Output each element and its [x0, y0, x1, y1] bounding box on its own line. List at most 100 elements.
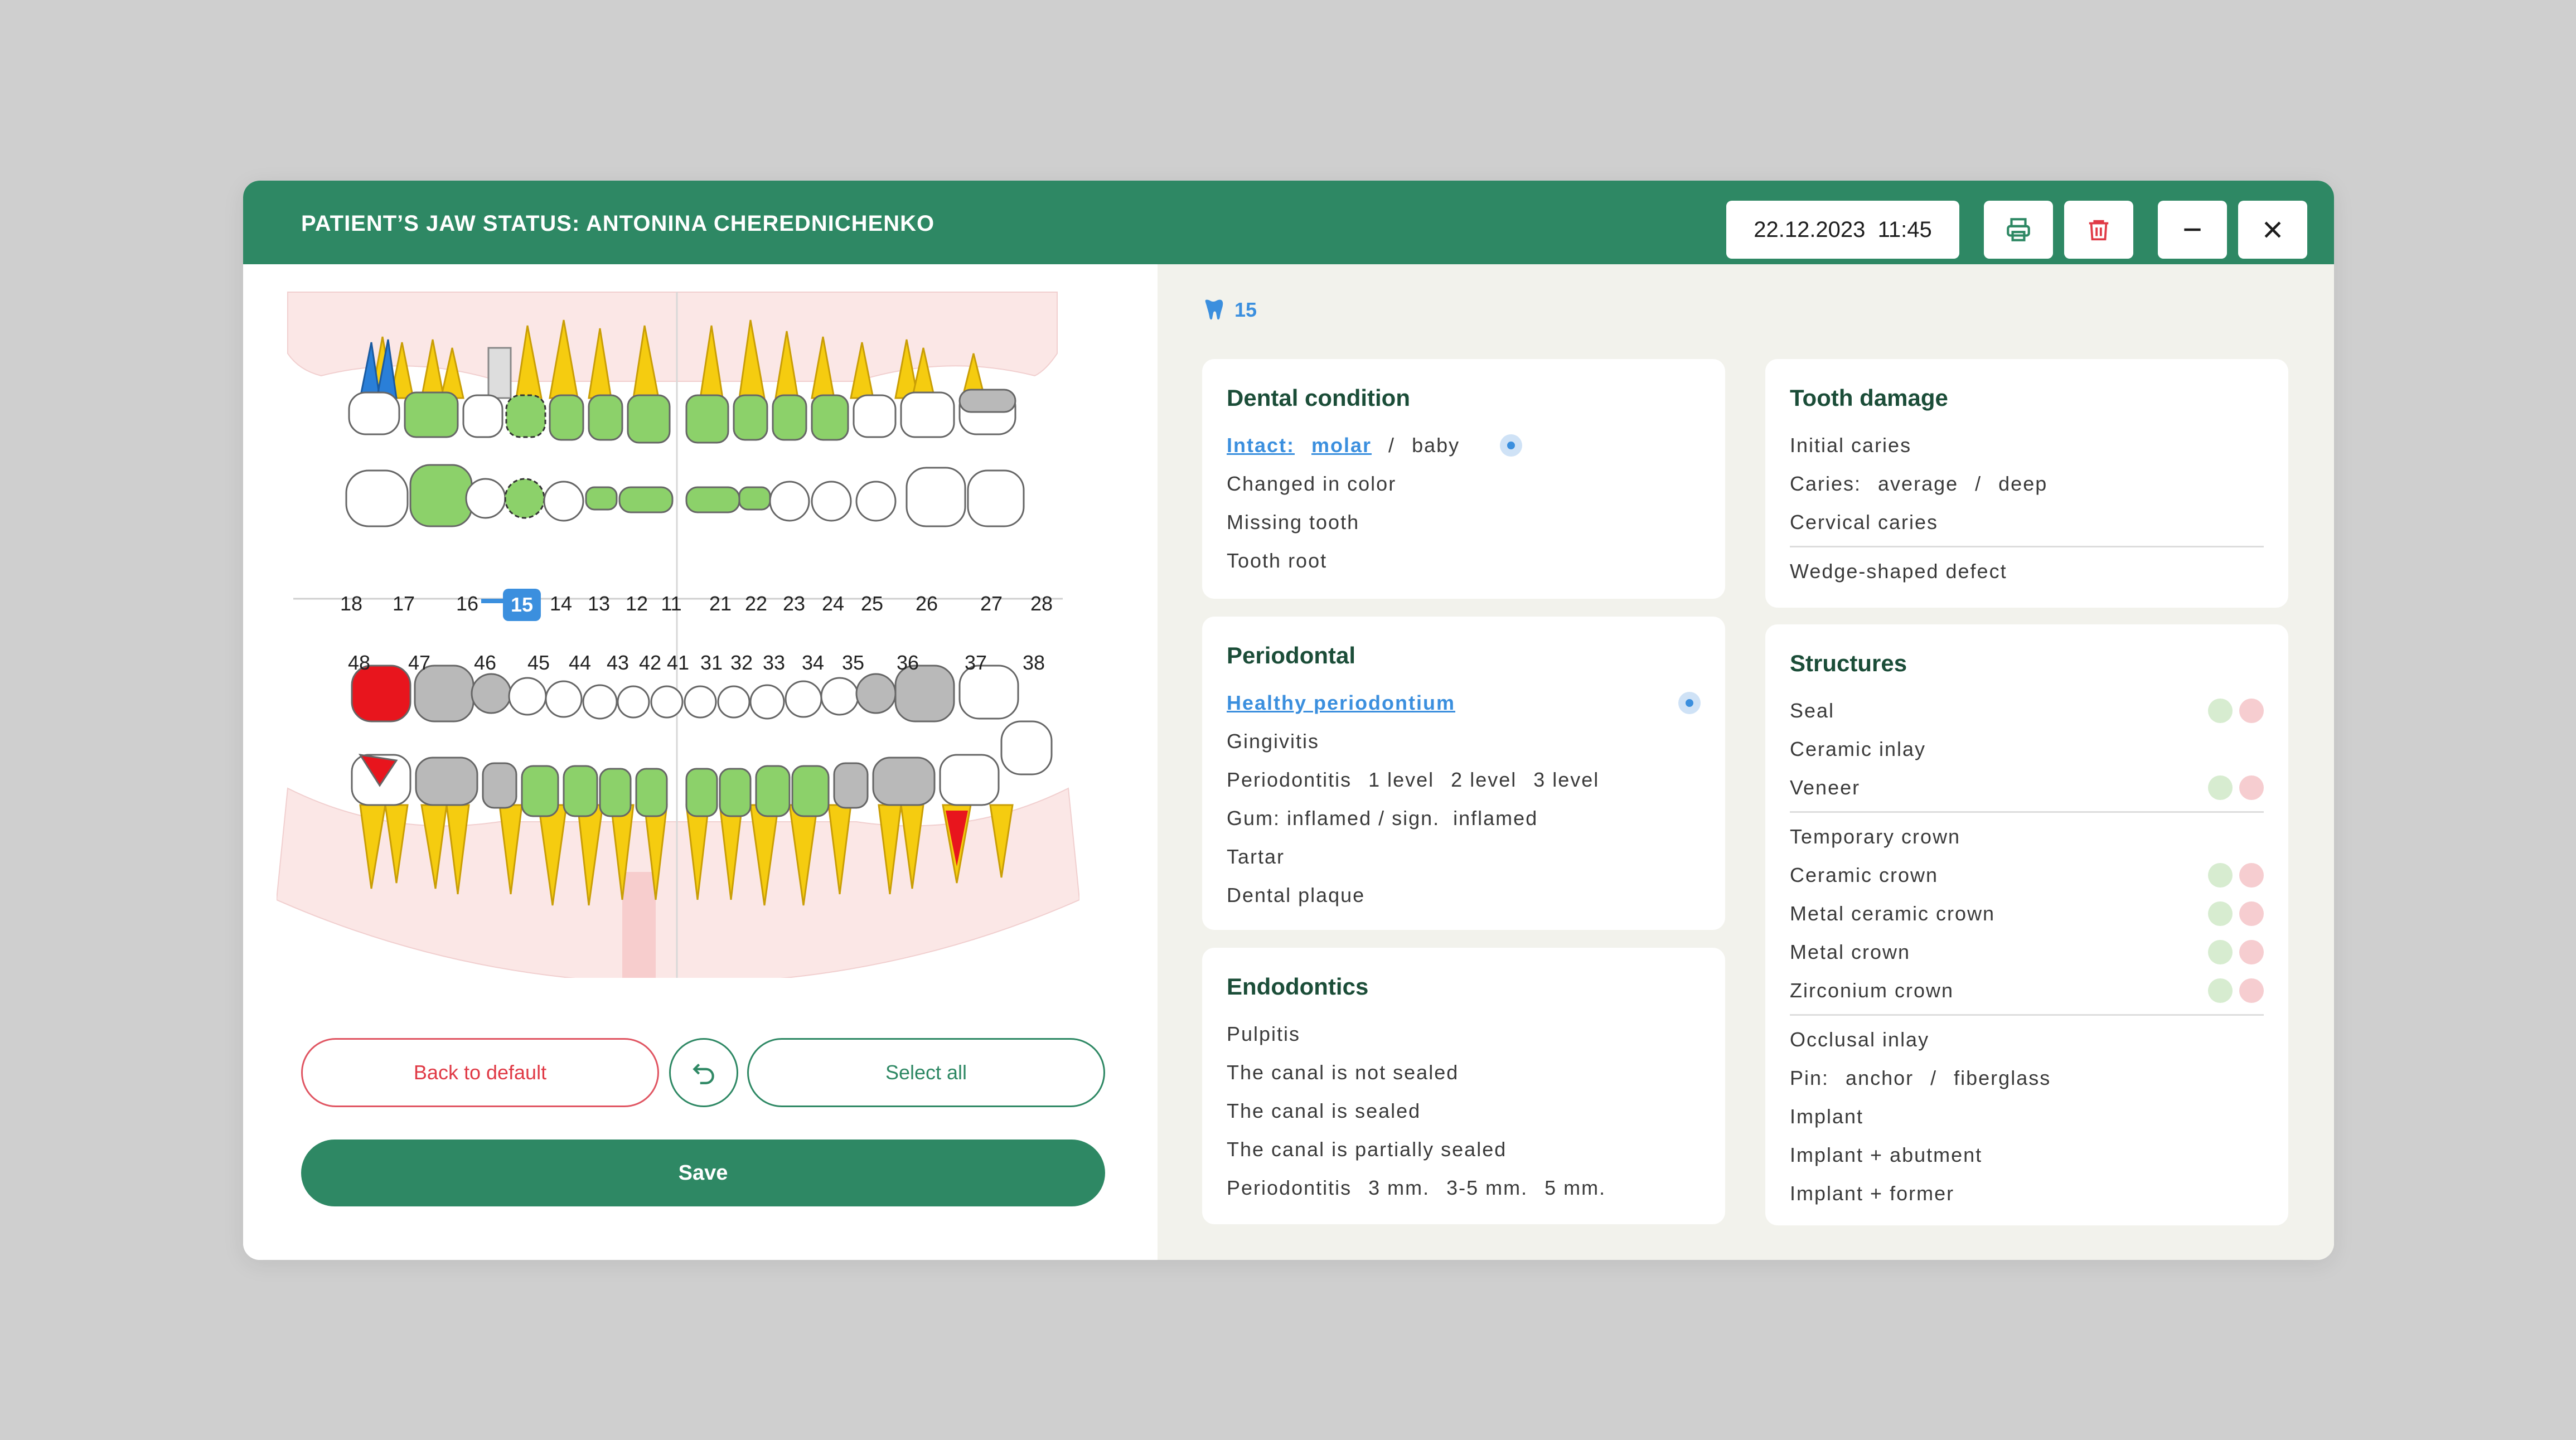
- tooth-number-32[interactable]: 32: [730, 651, 753, 674]
- zirconium-ok-dot[interactable]: [2208, 978, 2233, 1003]
- tooth-number-21[interactable]: 21: [709, 592, 732, 615]
- healthy-radio[interactable]: [1678, 691, 1701, 714]
- wedge-defect-option[interactable]: Wedge-shaped defect: [1790, 559, 2007, 583]
- implant-former-option[interactable]: Implant + former: [1790, 1181, 1955, 1205]
- tooth-number-43[interactable]: 43: [606, 651, 630, 674]
- tooth-number-22[interactable]: 22: [744, 592, 768, 615]
- molar-option[interactable]: molar: [1311, 433, 1372, 457]
- tooth-number-41[interactable]: 41: [666, 651, 690, 674]
- baby-option[interactable]: baby: [1412, 433, 1460, 457]
- level-3-option[interactable]: 3 level: [1533, 768, 1600, 791]
- dental-plaque-option[interactable]: Dental plaque: [1227, 883, 1366, 906]
- metal-ceramic-bad-dot[interactable]: [2239, 901, 2264, 926]
- tooth-number-26[interactable]: 26: [915, 592, 938, 615]
- caries-deep-option[interactable]: deep: [1998, 472, 2048, 495]
- veneer-bad-dot[interactable]: [2239, 775, 2264, 800]
- tooth-number-14[interactable]: 14: [549, 592, 573, 615]
- datetime-field[interactable]: 22.12.2023 11:45: [1726, 201, 1959, 259]
- ceramic-inlay-option[interactable]: Ceramic inlay: [1790, 737, 1926, 760]
- caries-average-option[interactable]: average: [1878, 472, 1959, 495]
- tooth-number-11[interactable]: 11: [661, 592, 682, 615]
- tooth-number-44[interactable]: 44: [568, 651, 592, 674]
- tooth-number-16[interactable]: 16: [456, 592, 479, 615]
- print-button[interactable]: [1984, 201, 2053, 259]
- seal-bad-dot[interactable]: [2239, 698, 2264, 723]
- metal-crown-ok-dot[interactable]: [2208, 939, 2233, 964]
- tooth-number-24[interactable]: 24: [821, 592, 845, 615]
- select-all-button[interactable]: Select all: [747, 1038, 1105, 1107]
- missing-tooth-option[interactable]: Missing tooth: [1227, 510, 1360, 534]
- tooth-number-13[interactable]: 13: [587, 592, 611, 615]
- gum-inflamed-option[interactable]: Gum: inflamed / sign.: [1227, 806, 1440, 830]
- changed-color-option[interactable]: Changed in color: [1227, 472, 1397, 495]
- canal-partially-sealed-option[interactable]: The canal is partially sealed: [1227, 1137, 1507, 1161]
- pulpitis-option[interactable]: Pulpitis: [1227, 1022, 1301, 1045]
- tooth-number-42[interactable]: 42: [638, 651, 662, 674]
- tooth-number-28[interactable]: 28: [1030, 592, 1053, 615]
- tooth-number-17[interactable]: 17: [392, 592, 415, 615]
- jaw-chart[interactable]: [277, 287, 1079, 978]
- intact-option[interactable]: Intact:: [1227, 433, 1295, 457]
- gingivitis-option[interactable]: Gingivitis: [1227, 729, 1320, 753]
- level-2-option[interactable]: 2 level: [1451, 768, 1517, 791]
- ceramic-crown-bad-dot[interactable]: [2239, 862, 2264, 888]
- zirconium-crown-option[interactable]: Zirconium crown: [1790, 978, 1954, 1002]
- tooth-number-33[interactable]: 33: [762, 651, 786, 674]
- intact-radio[interactable]: [1500, 434, 1522, 457]
- tooth-number-15[interactable]: 15: [502, 589, 541, 621]
- tooth-number-46[interactable]: 46: [473, 651, 497, 674]
- metal-crown-option[interactable]: Metal crown: [1790, 940, 1911, 963]
- tooth-number-31[interactable]: 31: [700, 651, 723, 674]
- occlusal-inlay-option[interactable]: Occlusal inlay: [1790, 1027, 1930, 1051]
- save-button[interactable]: Save: [301, 1140, 1105, 1206]
- tooth-number-45[interactable]: 45: [527, 651, 550, 674]
- pin-anchor-option[interactable]: anchor: [1846, 1066, 1914, 1089]
- size-3mm-option[interactable]: 3 mm.: [1368, 1176, 1430, 1199]
- ceramic-crown-ok-dot[interactable]: [2208, 862, 2233, 888]
- tooth-root-option[interactable]: Tooth root: [1227, 549, 1328, 572]
- veneer-ok-dot[interactable]: [2208, 775, 2233, 800]
- tooth-number-47[interactable]: 47: [408, 651, 431, 674]
- canal-sealed-option[interactable]: The canal is sealed: [1227, 1099, 1421, 1122]
- ceramic-crown-option[interactable]: Ceramic crown: [1790, 863, 1939, 886]
- inflamed-option[interactable]: inflamed: [1453, 806, 1538, 830]
- delete-button[interactable]: [2064, 201, 2133, 259]
- tooth-number-27[interactable]: 27: [980, 592, 1003, 615]
- close-button[interactable]: [2238, 201, 2307, 259]
- tooth-number-35[interactable]: 35: [841, 651, 865, 674]
- initial-caries-option[interactable]: Initial caries: [1790, 433, 1912, 457]
- cervical-caries-option[interactable]: Cervical caries: [1790, 510, 1939, 534]
- tooth-number-25[interactable]: 25: [860, 592, 884, 615]
- canal-not-sealed-option[interactable]: The canal is not sealed: [1227, 1060, 1459, 1084]
- zirconium-bad-dot[interactable]: [2239, 978, 2264, 1003]
- level-1-option[interactable]: 1 level: [1368, 768, 1435, 791]
- undo-button[interactable]: [669, 1038, 738, 1107]
- seal-ok-dot[interactable]: [2208, 698, 2233, 723]
- tooth-number-36[interactable]: 36: [896, 651, 919, 674]
- size-5mm-option[interactable]: 5 mm.: [1544, 1176, 1606, 1199]
- implant-abutment-option[interactable]: Implant + abutment: [1790, 1143, 1983, 1166]
- endo-periodontitis-option[interactable]: Periodontitis: [1227, 1176, 1352, 1199]
- size-3-5mm-option[interactable]: 3-5 mm.: [1446, 1176, 1528, 1199]
- metal-ceramic-crown-option[interactable]: Metal ceramic crown: [1790, 901, 1996, 925]
- tooth-number-18[interactable]: 18: [340, 592, 363, 615]
- metal-ceramic-ok-dot[interactable]: [2208, 901, 2233, 926]
- veneer-option[interactable]: Veneer: [1790, 775, 1861, 799]
- tartar-option[interactable]: Tartar: [1227, 845, 1285, 868]
- tooth-number-38[interactable]: 38: [1022, 651, 1045, 674]
- healthy-periodontium-option[interactable]: Healthy periodontium: [1227, 691, 1456, 714]
- divider: [1790, 546, 2264, 547]
- implant-option[interactable]: Implant: [1790, 1104, 1864, 1128]
- pin-fiberglass-option[interactable]: fiberglass: [1954, 1066, 2051, 1089]
- temporary-crown-option[interactable]: Temporary crown: [1790, 825, 1961, 848]
- tooth-number-37[interactable]: 37: [964, 651, 987, 674]
- tooth-number-23[interactable]: 23: [782, 592, 806, 615]
- tooth-number-48[interactable]: 48: [347, 651, 371, 674]
- minimize-button[interactable]: [2158, 201, 2227, 259]
- metal-crown-bad-dot[interactable]: [2239, 939, 2264, 964]
- tooth-number-12[interactable]: 12: [625, 592, 648, 615]
- periodontitis-option[interactable]: Periodontitis: [1227, 768, 1352, 791]
- tooth-number-34[interactable]: 34: [801, 651, 825, 674]
- seal-option[interactable]: Seal: [1790, 699, 1835, 722]
- back-to-default-button[interactable]: Back to default: [301, 1038, 659, 1107]
